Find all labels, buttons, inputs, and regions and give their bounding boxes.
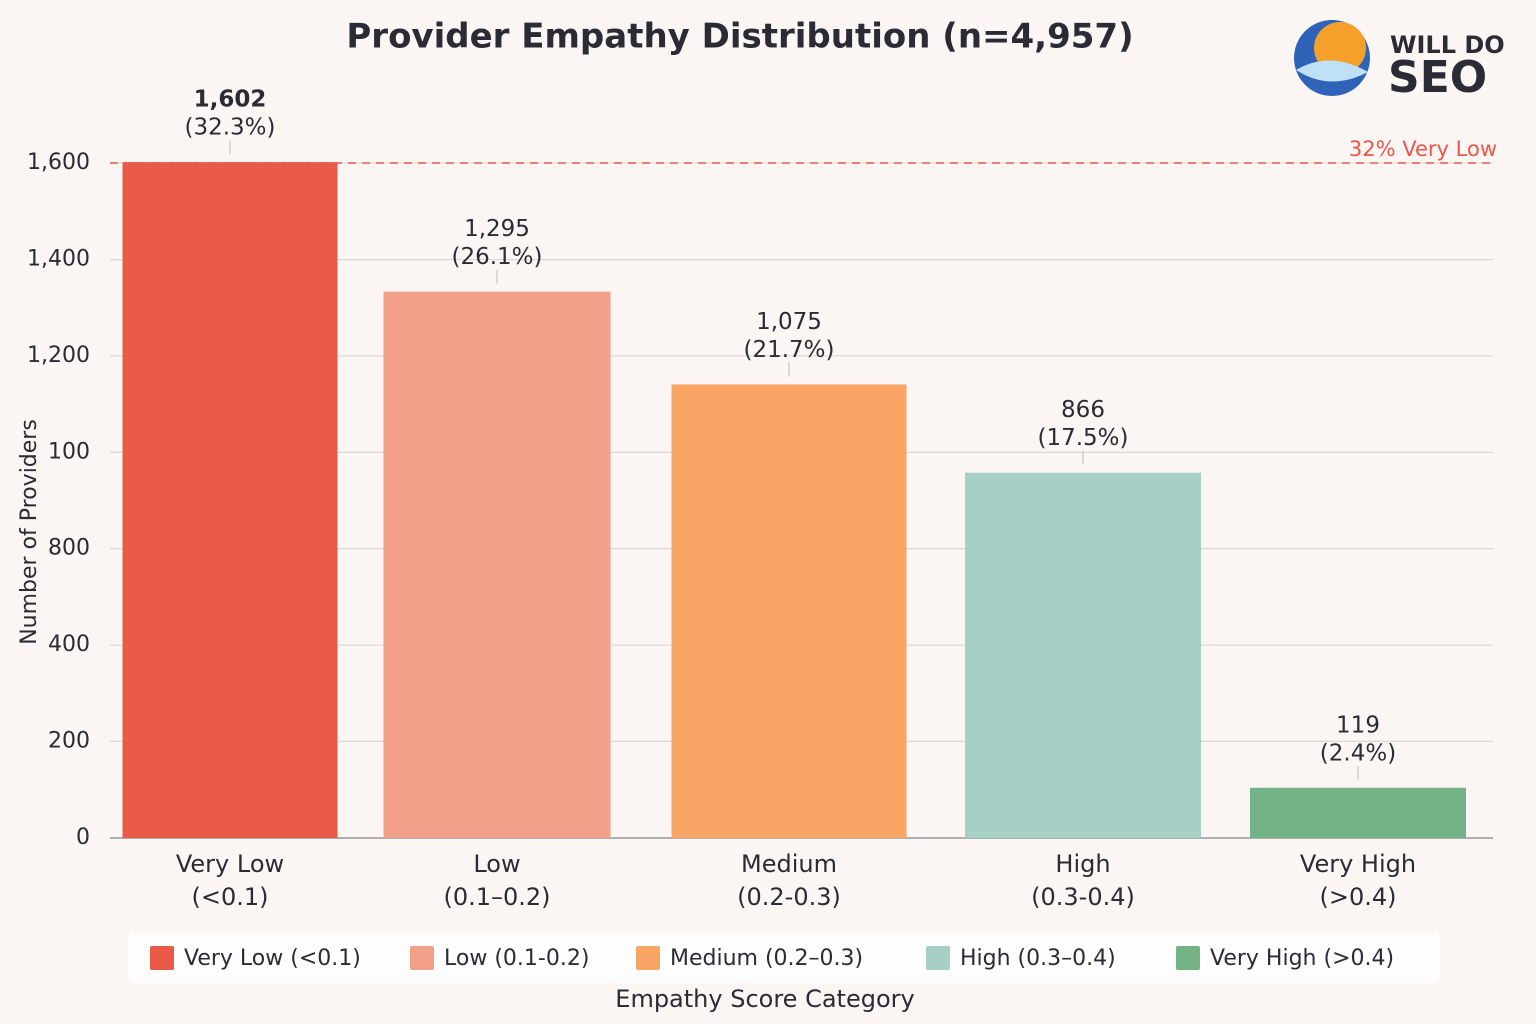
percent-label: (26.1%) — [451, 244, 542, 270]
legend-label: Medium (0.2–0.3) — [670, 946, 863, 971]
legend-swatch — [410, 946, 434, 970]
x-tick-label: (0.2-0.3) — [737, 883, 841, 911]
logo-text: WILL DO — [1390, 31, 1505, 59]
legend-box — [128, 933, 1440, 983]
x-tick-label: Very High — [1300, 850, 1416, 878]
x-tick-label: Very Low — [176, 850, 284, 878]
y-tick-label: 1,600 — [27, 150, 90, 175]
percent-label: (21.7%) — [743, 337, 834, 363]
y-tick-label: 1,400 — [27, 247, 90, 272]
value-label: 119 — [1336, 712, 1380, 738]
x-tick-label: High — [1055, 850, 1110, 878]
bar — [122, 162, 338, 838]
value-label: 866 — [1061, 397, 1105, 423]
chart-title: Provider Empathy Distribution (n=4,957) — [346, 17, 1133, 57]
y-tick-label: 400 — [48, 632, 90, 657]
percent-label: (17.5%) — [1037, 425, 1128, 451]
x-tick-label: (<0.1) — [191, 883, 268, 911]
x-tick-label: Low — [473, 850, 520, 878]
legend-swatch — [636, 946, 660, 970]
y-tick-label: 0 — [76, 825, 90, 850]
value-label: 1,602 — [194, 87, 267, 113]
y-tick-label: 1,200 — [27, 343, 90, 368]
bar — [671, 384, 907, 838]
legend-label: Low (0.1-0.2) — [444, 946, 589, 971]
value-label: 1,075 — [756, 309, 822, 335]
legend-label: Very High (>0.4) — [1210, 946, 1394, 971]
y-tick-label: 800 — [48, 536, 90, 561]
bar — [1250, 787, 1466, 838]
logo-text: SEO — [1388, 52, 1487, 103]
legend-swatch — [150, 946, 174, 970]
reference-label: 32% Very Low — [1349, 137, 1497, 161]
percent-label: (32.3%) — [184, 115, 275, 141]
y-tick-label: 100 — [48, 439, 90, 464]
bar — [383, 291, 611, 838]
x-tick-label: (0.3-0.4) — [1031, 883, 1135, 911]
x-axis-title: Empathy Score Category — [615, 985, 914, 1013]
legend-swatch — [1176, 946, 1200, 970]
value-label: 1,295 — [464, 216, 530, 242]
legend-label: Very Low (<0.1) — [184, 946, 361, 971]
x-tick-label: (0.1–0.2) — [443, 883, 550, 911]
legend-label: High (0.3–0.4) — [960, 946, 1116, 971]
bar — [965, 472, 1201, 838]
y-tick-label: 200 — [48, 728, 90, 753]
percent-label: (2.4%) — [1320, 740, 1396, 766]
x-tick-label: (>0.4) — [1319, 883, 1396, 911]
logo: WILL DO SEO — [1294, 20, 1505, 103]
logo-wave — [1296, 60, 1368, 82]
y-axis-title: Number of Providers — [17, 419, 42, 645]
legend-swatch — [926, 946, 950, 970]
x-tick-label: Medium — [741, 850, 837, 878]
